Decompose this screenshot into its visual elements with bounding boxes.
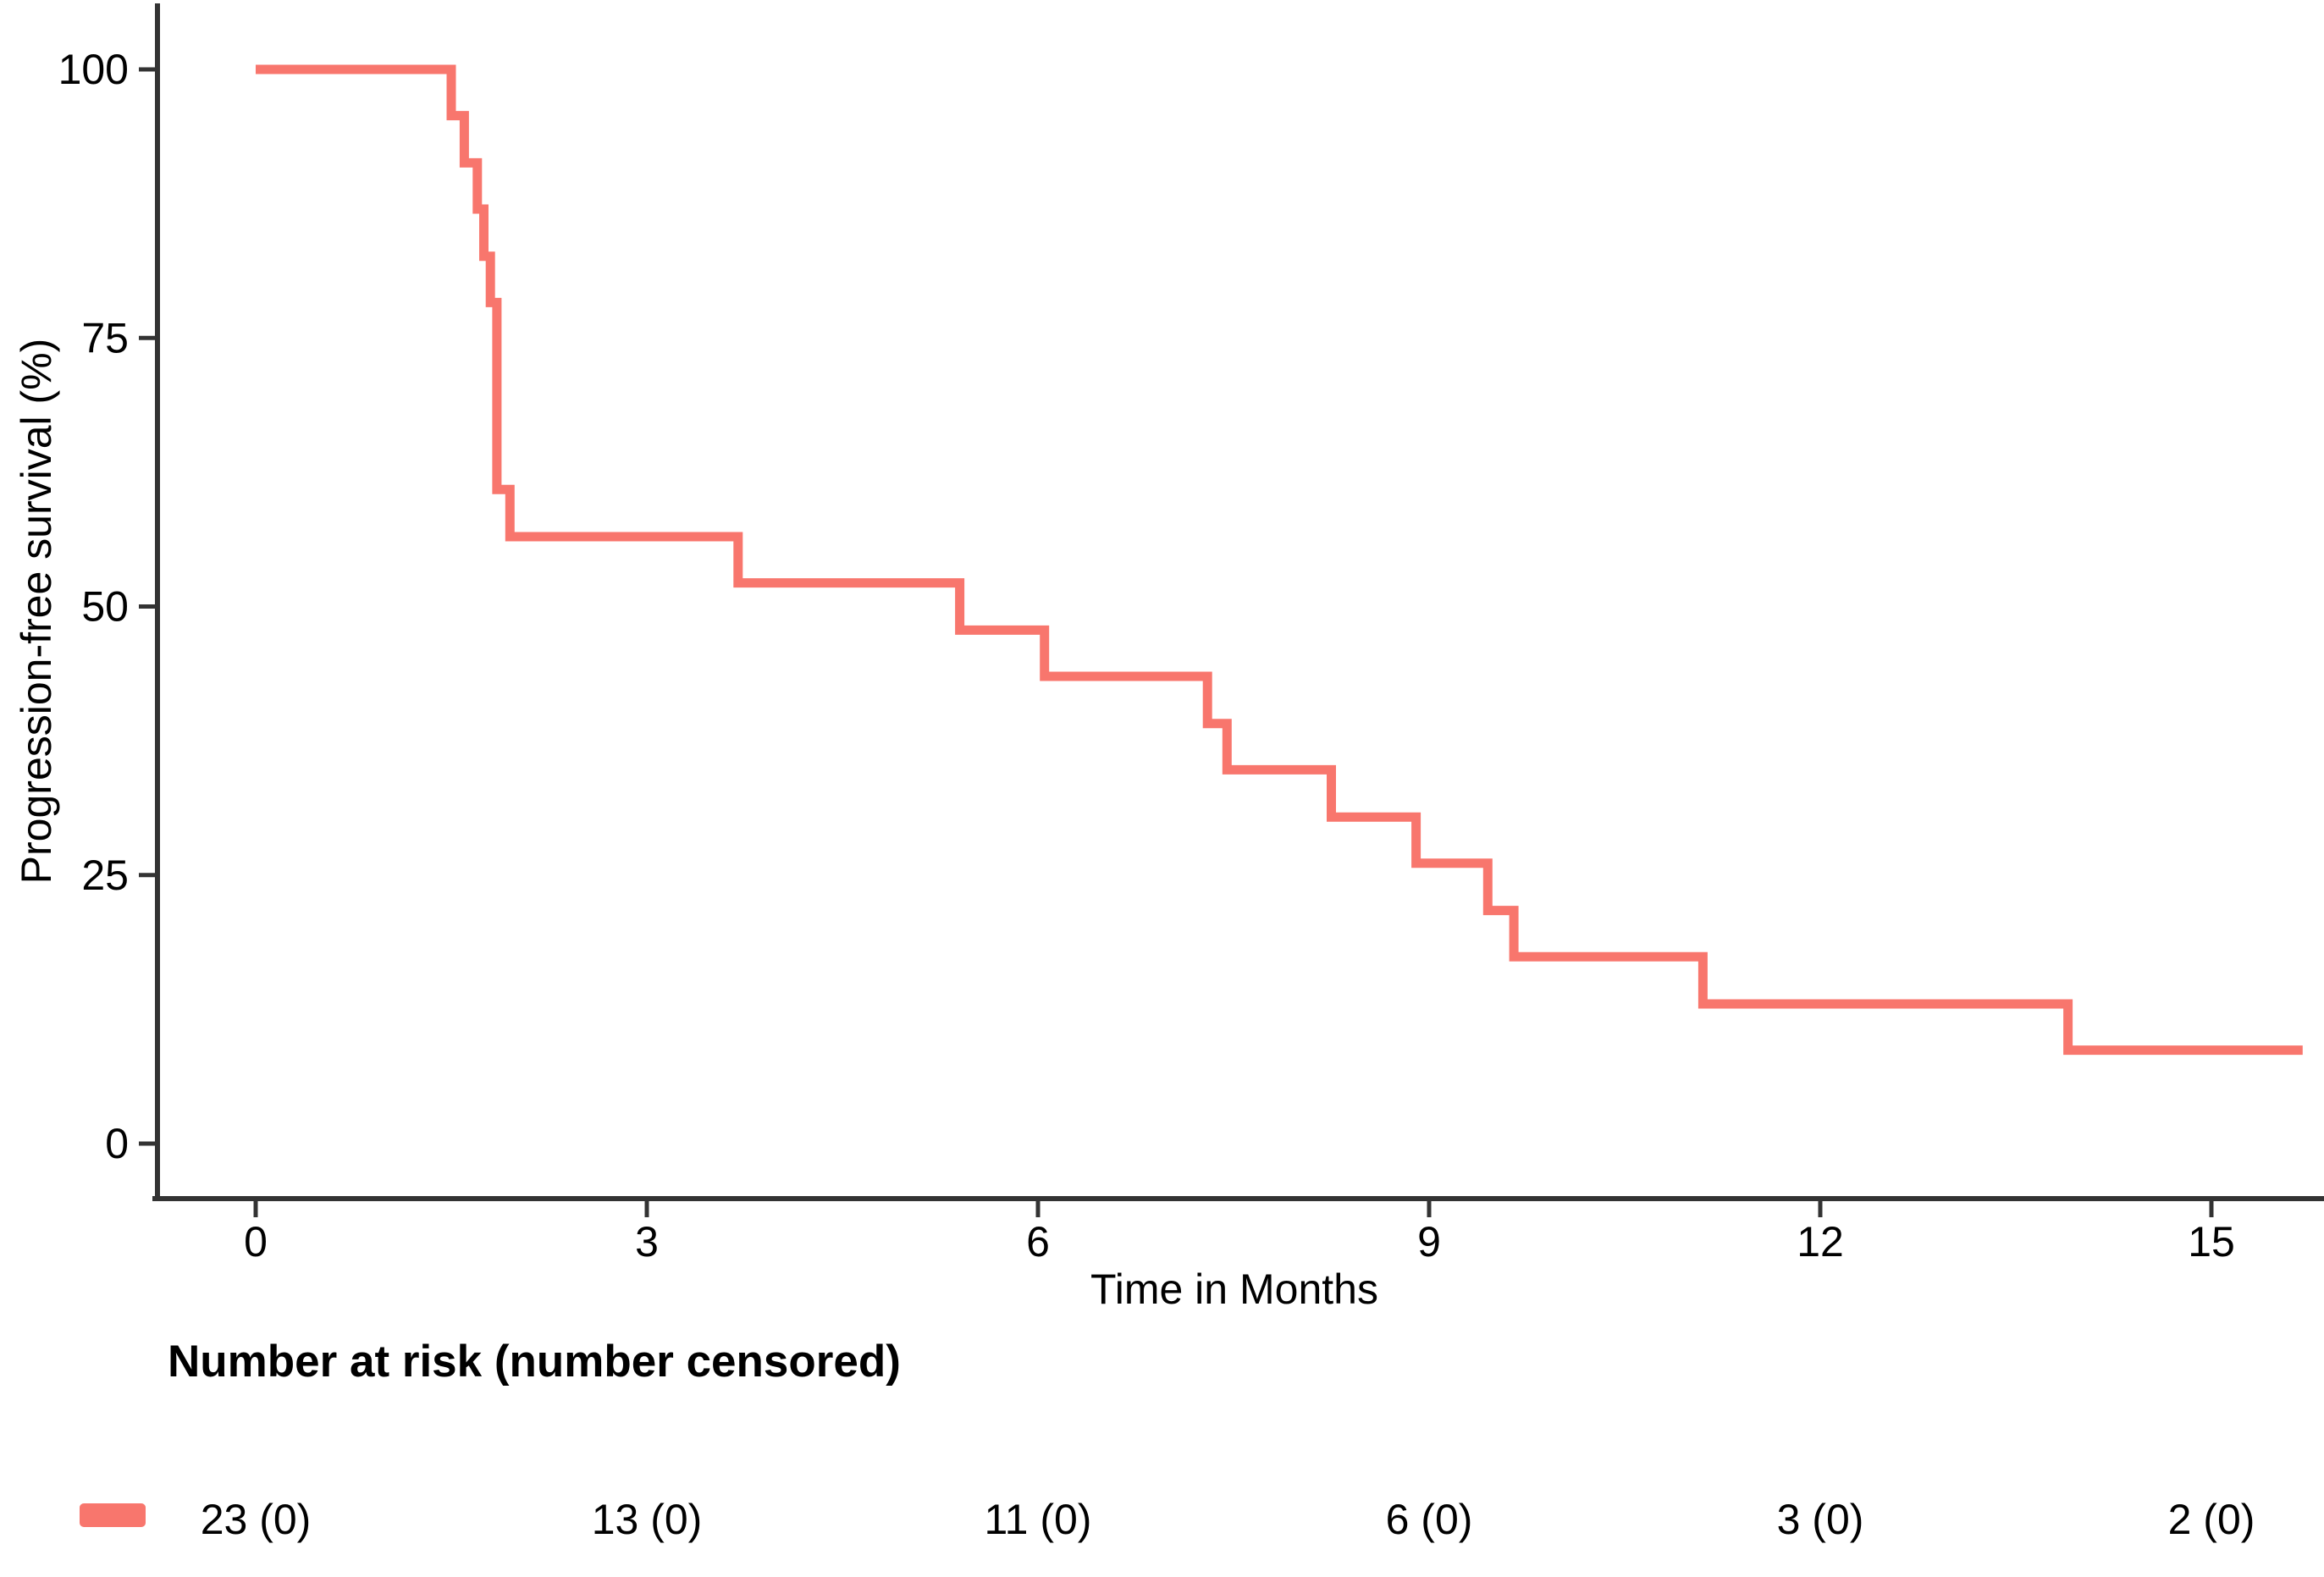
y-tick-label: 50 <box>81 583 129 631</box>
km-curve <box>256 64 2303 1056</box>
x-tick-label: 12 <box>1797 1218 1844 1265</box>
x-tick-label: 0 <box>244 1218 268 1265</box>
x-tick-label: 15 <box>2188 1218 2235 1265</box>
x-tick-label: 3 <box>635 1218 659 1265</box>
risk-value: 6 (0) <box>1386 1496 1473 1543</box>
x-tick-label: 6 <box>1026 1218 1050 1265</box>
risk-value: 13 (0) <box>592 1496 703 1543</box>
legend-swatch <box>80 1503 146 1527</box>
risk-value: 2 (0) <box>2168 1496 2255 1543</box>
risk-value: 23 (0) <box>201 1496 312 1543</box>
y-tick-label: 75 <box>81 314 129 361</box>
y-axis-title: Progression-free survival (%) <box>13 339 60 885</box>
x-tick-label: 9 <box>1417 1218 1441 1265</box>
x-axis-title: Time in Months <box>1090 1265 1378 1313</box>
y-tick-label: 0 <box>105 1120 129 1167</box>
y-tick-label: 25 <box>81 852 129 899</box>
risk-value: 3 (0) <box>1777 1496 1864 1543</box>
risk-value: 11 (0) <box>985 1496 1092 1543</box>
risk-table-heading: Number at risk (number censored) <box>168 1337 901 1387</box>
y-tick-label: 100 <box>58 46 129 93</box>
